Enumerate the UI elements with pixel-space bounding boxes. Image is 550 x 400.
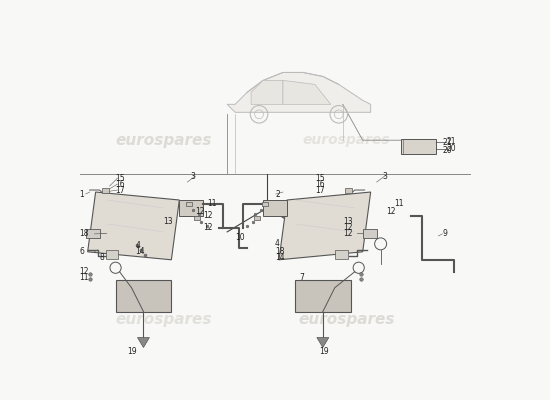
Bar [362,229,377,238]
Text: 13: 13 [163,218,173,226]
Bar [345,188,352,193]
Bar [335,250,348,259]
Text: 16: 16 [315,180,324,188]
Text: 4: 4 [275,239,280,248]
Text: 12: 12 [195,208,205,216]
Text: eurospares: eurospares [115,312,212,327]
Text: 20: 20 [442,146,452,155]
Polygon shape [279,192,371,260]
Text: 7: 7 [299,273,304,282]
Text: 6: 6 [80,247,85,256]
Text: 3: 3 [191,172,196,180]
Text: 10: 10 [235,233,245,242]
Text: 18: 18 [275,247,284,256]
Text: 11: 11 [207,200,217,208]
Text: 19: 19 [319,347,328,356]
Text: 21: 21 [447,137,456,146]
Polygon shape [179,200,204,216]
Text: 12: 12 [343,224,352,232]
Text: 19: 19 [128,347,137,356]
Text: 9: 9 [442,229,447,238]
Polygon shape [138,338,150,348]
Text: 8: 8 [100,253,104,262]
Bar [254,216,260,220]
Text: 12: 12 [387,208,396,216]
Text: 11: 11 [394,200,404,208]
Text: 17: 17 [315,186,324,194]
Bar [262,202,268,206]
Polygon shape [283,80,331,104]
Text: 1: 1 [80,190,85,198]
Text: 12: 12 [343,229,352,238]
Text: 12: 12 [204,224,213,232]
Bar [400,139,437,154]
Text: 15: 15 [315,174,324,182]
Text: 15: 15 [116,174,125,182]
Polygon shape [251,80,283,104]
Bar [116,280,172,312]
Text: 3: 3 [382,172,387,180]
Text: 14: 14 [275,253,285,262]
Text: eurospares: eurospares [115,133,212,148]
Text: 20: 20 [447,144,456,153]
Bar [106,250,118,259]
Text: 13: 13 [343,218,353,226]
Text: 4: 4 [135,241,140,250]
Text: 11: 11 [80,273,89,282]
Bar [194,216,200,220]
Text: 14: 14 [135,247,145,256]
Text: 12: 12 [80,267,89,276]
Text: 12: 12 [204,212,213,220]
Polygon shape [87,192,179,260]
Polygon shape [263,200,287,216]
Text: 21: 21 [442,138,452,147]
Text: eurospares: eurospares [303,133,390,147]
Bar [186,202,192,206]
Bar [102,188,109,193]
Text: eurospares: eurospares [299,312,395,327]
Text: 16: 16 [116,180,125,188]
Polygon shape [227,72,371,112]
Text: 18: 18 [80,229,89,238]
Bar [86,229,100,238]
Polygon shape [317,338,329,348]
Text: 2: 2 [275,190,280,198]
Text: 17: 17 [116,186,125,194]
Bar [295,280,351,312]
